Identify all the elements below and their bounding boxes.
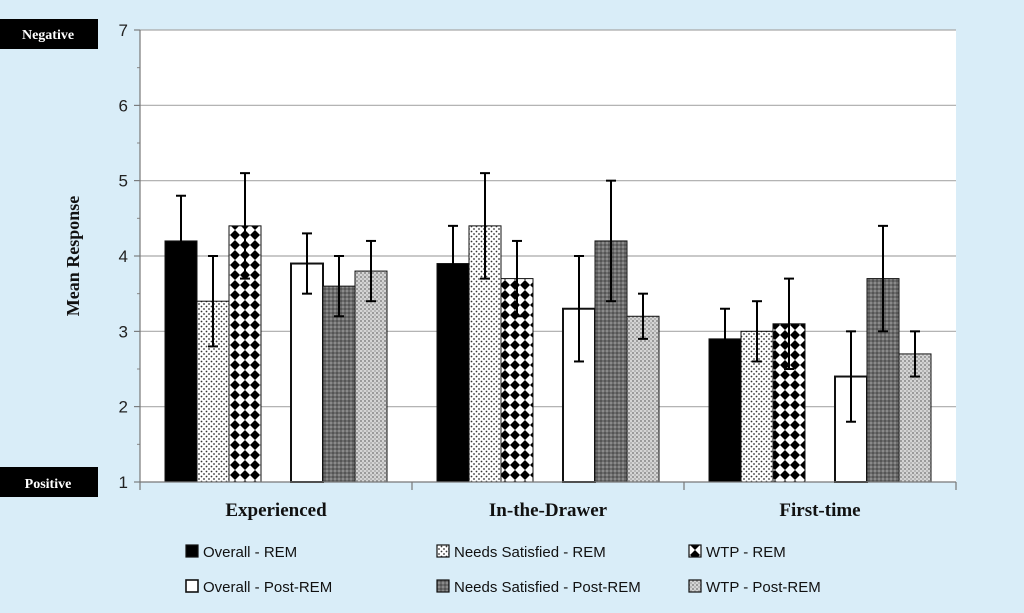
legend-label-overall-rem: Overall - REM xyxy=(203,544,297,561)
positive-label: Positive xyxy=(25,477,72,492)
legend-label-needs-satisfied-rem: Needs Satisfied - REM xyxy=(454,544,606,561)
category-label-experienced: Experienced xyxy=(225,500,327,521)
legend: Overall - REM Needs Satisfied - REM WTP … xyxy=(185,544,821,596)
y-tick-label-4: 4 xyxy=(119,247,128,266)
legend-item-wtp-rem: WTP - REM xyxy=(688,544,786,561)
negative-badge xyxy=(0,19,98,49)
legend-item-needs-satisfied-post-rem: Needs Satisfied - Post-REM xyxy=(436,579,641,596)
legend-swatch-overall-rem xyxy=(185,544,199,558)
legend-label-wtp-rem: WTP - REM xyxy=(706,544,786,561)
legend-swatch-needs-satisfied-rem xyxy=(436,544,450,558)
gridlines xyxy=(140,29,956,408)
bar-overall-post-rem-experienced xyxy=(290,262,324,483)
y-tick-label-5: 5 xyxy=(119,172,128,191)
legend-swatch-wtp-post-rem xyxy=(688,579,702,593)
legend-label-wtp-post-rem: WTP - Post-REM xyxy=(706,579,821,596)
bars xyxy=(164,225,932,483)
legend-swatch-needs-satisfied-post-rem xyxy=(436,579,450,593)
axes: 1 2 3 4 5 6 7 xyxy=(119,21,957,492)
bar-wtp-post-rem-in-the-drawer xyxy=(626,315,660,483)
y-tick-label-6: 6 xyxy=(119,96,128,115)
category-label-in-the-drawer: In-the-Drawer xyxy=(489,500,608,521)
negative-label: Negative xyxy=(22,28,74,43)
y-tick-label-3: 3 xyxy=(119,322,128,341)
legend-item-wtp-post-rem: WTP - Post-REM xyxy=(688,579,821,596)
bar-wtp-post-rem-experienced xyxy=(354,270,388,483)
legend-item-needs-satisfied-rem: Needs Satisfied - REM xyxy=(436,544,606,561)
legend-swatch-overall-post-rem xyxy=(185,579,199,593)
legend-item-overall-post-rem: Overall - Post-REM xyxy=(185,579,332,596)
y-tick-label-7: 7 xyxy=(119,21,128,40)
category-label-first-time: First-time xyxy=(779,500,860,521)
error-bars xyxy=(176,172,920,423)
y-tick-label-1: 1 xyxy=(119,473,128,492)
y-axis-label: Mean Response xyxy=(63,196,83,317)
positive-badge xyxy=(0,467,98,497)
y-tick-label-2: 2 xyxy=(119,398,128,417)
legend-swatch-wtp-rem xyxy=(688,544,702,558)
legend-label-needs-satisfied-post-rem: Needs Satisfied - Post-REM xyxy=(454,579,641,596)
legend-label-overall-post-rem: Overall - Post-REM xyxy=(203,579,332,596)
legend-item-overall-rem: Overall - REM xyxy=(185,544,297,561)
